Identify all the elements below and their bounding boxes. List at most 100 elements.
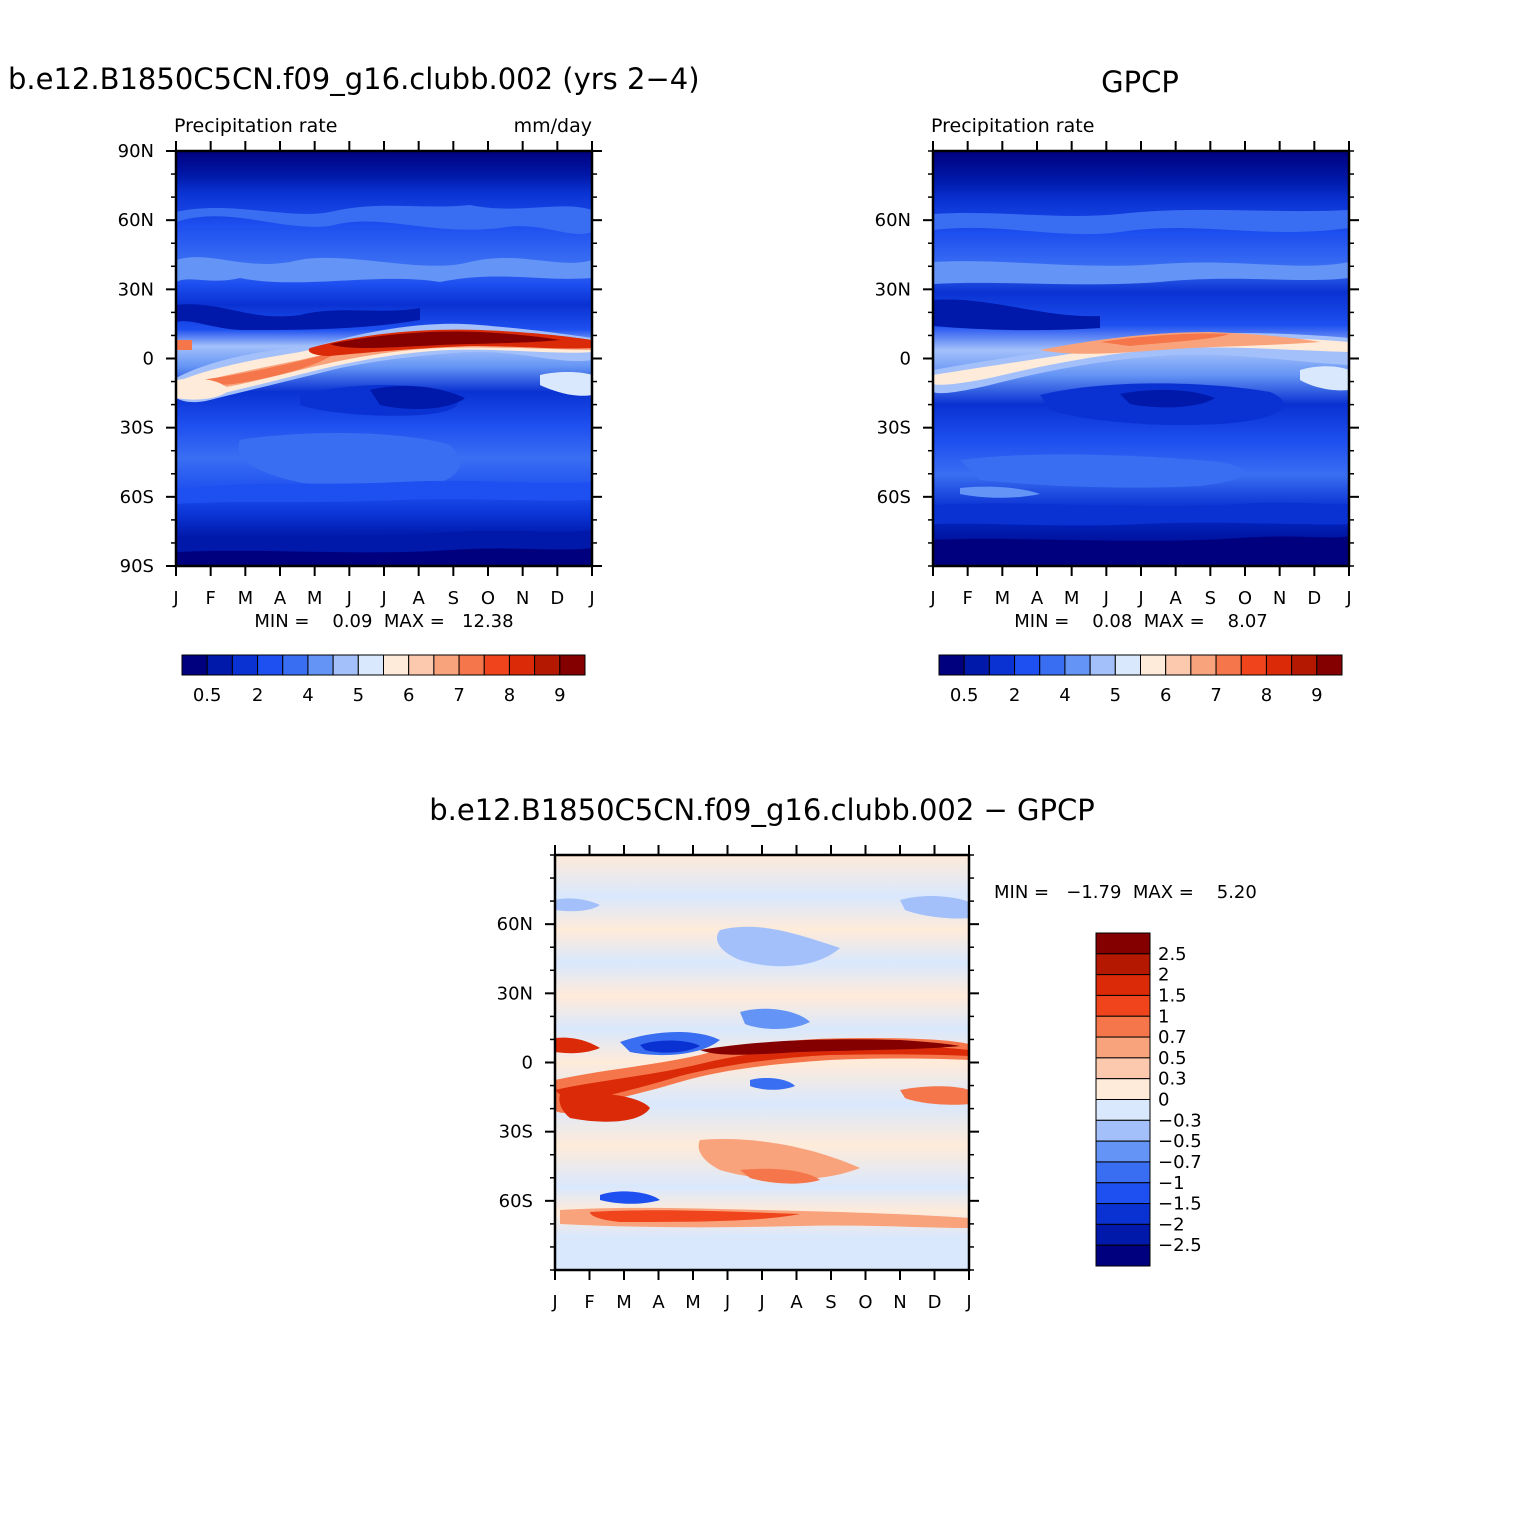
- obs-colorbar-label: 2: [1009, 685, 1020, 706]
- model-xtick-label: J: [380, 588, 386, 609]
- diff-colorbar-label: −1: [1158, 1173, 1185, 1194]
- obs-ytick-label: 60N: [875, 210, 911, 231]
- model-subtitle-right: mm/day: [514, 115, 592, 137]
- obs-xtick-label: J: [1137, 588, 1143, 609]
- model-colorbar-swatch: [257, 654, 284, 676]
- obs-xtick-label: J: [1103, 588, 1109, 609]
- obs-colorbar-label: 7: [1210, 685, 1221, 706]
- model-xtick-label: J: [172, 588, 178, 609]
- diff-colorbar-label: −0.5: [1158, 1131, 1202, 1152]
- model-colorbar-swatch: [433, 654, 460, 676]
- model-ytick-label: 0: [143, 349, 154, 370]
- model-xtick-label: A: [413, 588, 426, 609]
- diff-ytick-label: 0: [522, 1053, 533, 1074]
- model-xtick-label: O: [481, 588, 495, 609]
- diff-colorbar-label: 1.5: [1158, 985, 1187, 1006]
- obs-colorbar-swatch: [963, 654, 990, 676]
- model-colorbar-label: 0.5: [193, 685, 222, 706]
- obs-xtick-label: A: [1170, 588, 1183, 609]
- obs-colorbar-swatch: [1165, 654, 1192, 676]
- model-colorbar-label: 8: [504, 685, 515, 706]
- model-colorbar-label: 2: [252, 685, 263, 706]
- diff-ytick-label: 60S: [499, 1191, 533, 1212]
- obs-xtick-label: F: [962, 588, 972, 609]
- diff-xtick-label: J: [965, 1292, 971, 1313]
- diff-colorbar-label: 2.5: [1158, 944, 1187, 965]
- diff-xtick-label: M: [616, 1292, 632, 1313]
- model-colorbar-swatch: [357, 654, 384, 676]
- obs-panel: GPCP Precipitation rate J F M A M J J A S O N D J60N…: [875, 65, 1359, 706]
- diff-colorbar-label: −0.3: [1158, 1110, 1202, 1131]
- obs-xtick-label: A: [1031, 588, 1044, 609]
- diff-xtick-label: A: [652, 1292, 665, 1313]
- diff-colorbar-swatch: [1095, 1057, 1151, 1080]
- model-xtick-label: J: [588, 588, 594, 609]
- obs-subtitle-left: Precipitation rate: [931, 115, 1094, 137]
- model-ytick-label: 30S: [120, 418, 154, 439]
- obs-colorbar-swatch: [1265, 654, 1293, 676]
- diff-colorbar-swatch: [1095, 932, 1151, 955]
- obs-colorbar-label: 6: [1160, 685, 1171, 706]
- diff-colorbar-label: −1.5: [1158, 1194, 1202, 1215]
- diff-colorbar-swatch: [1095, 953, 1151, 976]
- model-xtick-label: M: [238, 588, 254, 609]
- obs-colorbar-swatch: [1215, 654, 1242, 676]
- diff-xtick-label: J: [551, 1292, 557, 1313]
- model-xtick-label: N: [516, 588, 529, 609]
- diff-xtick-label: M: [685, 1292, 701, 1313]
- model-colorbar-label: 7: [453, 685, 464, 706]
- diff-colorbar-swatch: [1095, 1119, 1151, 1142]
- obs-xtick-label: M: [995, 588, 1011, 609]
- model-subtitle-left: Precipitation rate: [174, 115, 337, 137]
- diff-colorbar-label: 0.7: [1158, 1027, 1187, 1048]
- obs-colorbar-swatch: [1140, 654, 1167, 676]
- diff-colorbar-swatch: [1095, 974, 1151, 996]
- diff-xtick-label: F: [584, 1292, 594, 1313]
- model-xtick-label: F: [205, 588, 215, 609]
- diff-xtick-label: O: [858, 1292, 872, 1313]
- obs-xtick-label: O: [1238, 588, 1252, 609]
- obs-xtick-label: S: [1205, 588, 1216, 609]
- model-xtick-label: S: [448, 588, 459, 609]
- diff-colorbar-swatch: [1095, 1182, 1151, 1205]
- diff-stats: MIN = −1.79 MAX = 5.20: [994, 882, 1257, 903]
- obs-colorbar-swatch: [1291, 654, 1318, 676]
- obs-colorbar-swatch: [1039, 654, 1066, 676]
- diff-colorbar-label: −2: [1158, 1214, 1185, 1235]
- model-title: b.e12.B1850C5CN.f09_g16.clubb.002 (yrs 2…: [8, 62, 700, 96]
- obs-colorbar-swatch: [1114, 654, 1141, 676]
- model-colorbar-swatch: [483, 654, 510, 676]
- model-ytick-label: 90N: [118, 141, 154, 162]
- obs-colorbar-label: 0.5: [950, 685, 979, 706]
- diff-colorbar-swatch: [1095, 1015, 1151, 1038]
- diff-colorbar-label: 0: [1158, 1090, 1169, 1111]
- obs-ytick-label: 30S: [877, 418, 911, 439]
- obs-colorbar-swatch: [938, 654, 965, 676]
- model-colorbar-label: 4: [302, 685, 313, 706]
- model-colorbar-swatch: [231, 654, 259, 676]
- obs-colorbar-swatch: [988, 654, 1016, 676]
- obs-colorbar-swatch: [1240, 654, 1267, 676]
- diff-xtick-label: S: [825, 1292, 836, 1313]
- model-panel: b.e12.B1850C5CN.f09_g16.clubb.002 (yrs 2…: [8, 62, 700, 706]
- diff-heatmap: [555, 855, 969, 1270]
- diff-colorbar-label: 0.5: [1158, 1048, 1187, 1069]
- diff-colorbar-label: −2.5: [1158, 1235, 1202, 1256]
- model-xtick-label: D: [550, 588, 564, 609]
- obs-xtick-label: J: [1345, 588, 1351, 609]
- diff-xtick-label: J: [758, 1292, 764, 1313]
- obs-ytick-label: 60S: [877, 487, 911, 508]
- model-colorbar-label: 5: [353, 685, 364, 706]
- diff-colorbar-swatch: [1095, 994, 1151, 1017]
- diff-ytick-label: 30S: [499, 1122, 533, 1143]
- model-stats: MIN = 0.09 MAX = 12.38: [254, 611, 513, 632]
- obs-colorbar-swatch: [1316, 654, 1343, 676]
- model-colorbar-swatch: [408, 654, 435, 676]
- obs-colorbar-swatch: [1089, 654, 1116, 676]
- obs-ytick-label: 0: [900, 349, 911, 370]
- diff-colorbar-label: 1: [1158, 1006, 1169, 1027]
- diff-colorbar-label: 0.3: [1158, 1069, 1187, 1090]
